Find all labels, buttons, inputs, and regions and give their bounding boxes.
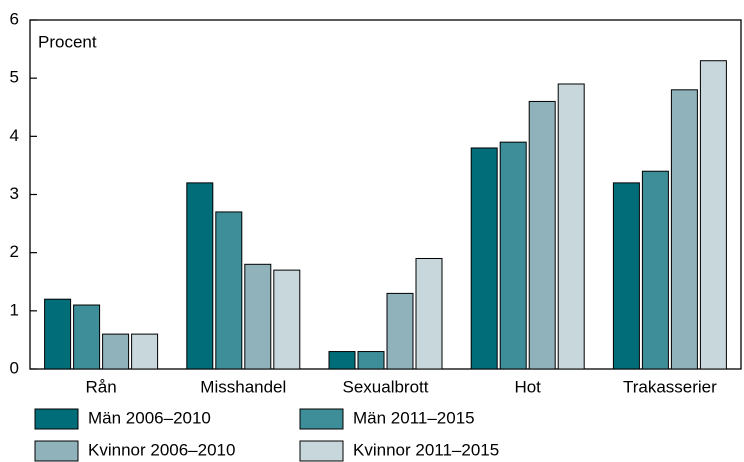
bar bbox=[612, 182, 640, 370]
bar bbox=[328, 351, 356, 370]
legend-swatch bbox=[299, 440, 344, 462]
bar bbox=[528, 100, 556, 370]
y-tick-label: 6 bbox=[10, 9, 19, 28]
y-tick-label: 1 bbox=[10, 300, 19, 319]
x-tick-label: Misshandel bbox=[200, 377, 286, 396]
legend-swatch bbox=[34, 408, 79, 430]
bar bbox=[357, 351, 385, 370]
y-tick-label: 0 bbox=[10, 358, 19, 377]
x-tick-label: Hot bbox=[514, 377, 541, 396]
bar bbox=[244, 263, 272, 370]
bar bbox=[670, 89, 698, 370]
bar bbox=[641, 170, 669, 370]
x-tick-label: Rån bbox=[86, 377, 117, 396]
x-tick-label: Trakasserier bbox=[623, 377, 717, 396]
bar bbox=[73, 304, 101, 370]
axis-label: Procent bbox=[38, 32, 97, 51]
legend-label: Kvinnor 2006–2010 bbox=[88, 440, 235, 459]
legend-label: Män 2006–2010 bbox=[88, 408, 211, 427]
legend-label: Kvinnor 2011–2015 bbox=[353, 440, 499, 459]
bar bbox=[386, 292, 414, 370]
y-tick-label: 5 bbox=[10, 68, 19, 87]
bar bbox=[102, 333, 130, 370]
bar bbox=[273, 269, 301, 370]
bar bbox=[499, 141, 527, 370]
bar bbox=[186, 182, 214, 370]
bar bbox=[557, 83, 585, 370]
legend-label: Män 2011–2015 bbox=[353, 408, 475, 427]
y-tick-label: 3 bbox=[10, 184, 19, 203]
legend-swatch bbox=[34, 440, 79, 462]
bar bbox=[44, 298, 72, 370]
legend-swatch bbox=[299, 408, 344, 430]
y-tick-label: 2 bbox=[10, 242, 19, 261]
bar bbox=[131, 333, 159, 370]
y-tick-label: 4 bbox=[10, 126, 19, 145]
x-tick-label: Sexualbrott bbox=[343, 377, 429, 396]
bar bbox=[699, 60, 727, 370]
bar bbox=[215, 211, 243, 370]
bar bbox=[470, 147, 498, 370]
bar bbox=[415, 257, 443, 370]
